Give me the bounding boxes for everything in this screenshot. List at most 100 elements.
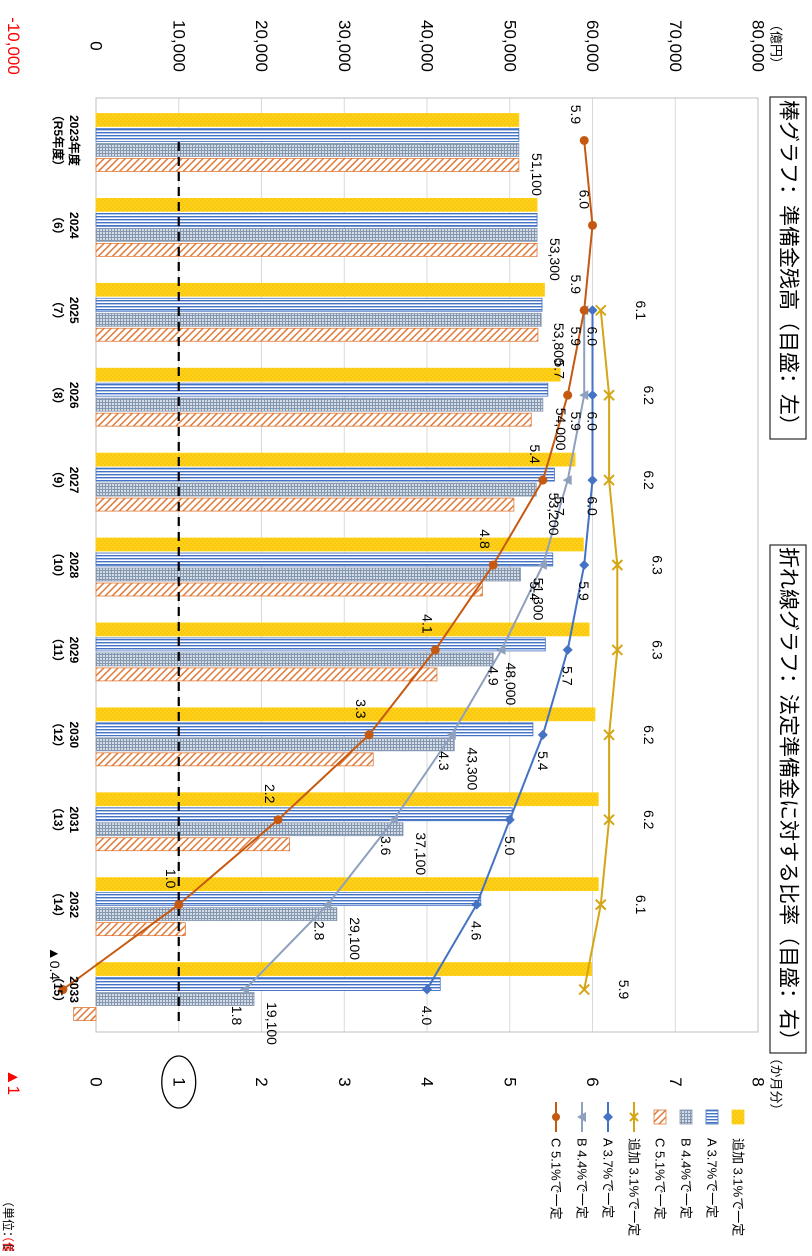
subcategory-label-6: （11） <box>51 632 66 669</box>
marker-a-3 <box>587 390 598 401</box>
marker-a-10 <box>422 984 432 995</box>
line-label-3-10: ▲0.4 <box>47 947 63 981</box>
marker-c-7 <box>364 730 374 740</box>
left-tick-0: -10,000 <box>4 17 23 75</box>
line-label-0-6: 6.3 <box>649 640 665 660</box>
left-tick-9: 80,000 <box>749 20 768 72</box>
line-label-0-5: 6.3 <box>649 555 665 575</box>
line-label-2-3: 5.9 <box>568 411 584 431</box>
bar-label-2: 53,800 <box>551 323 567 366</box>
bar-3-0 <box>95 158 520 172</box>
line-label-0-10: 5.9 <box>616 980 632 1000</box>
axes-layer: -10,000 0 10,000 20,000 30,000 40,000 50,000 60… <box>1 17 784 1256</box>
marker-x-4 <box>603 474 615 486</box>
legend-swatch-3 <box>653 1109 667 1125</box>
bar-1-0 <box>95 128 520 142</box>
bar-2-6 <box>95 652 494 667</box>
line-label-1-5: 5.9 <box>576 581 592 601</box>
category-label-3: 2026 <box>67 382 81 409</box>
marker-c-8 <box>273 815 283 825</box>
marker-x-9 <box>595 898 607 911</box>
marker-c-10 <box>58 985 68 995</box>
line-label-3-2: 5.9 <box>568 275 584 295</box>
bar-3-6 <box>95 667 438 682</box>
legend-label-7: C 5.1%で一定 <box>549 1138 564 1220</box>
marker-b-5 <box>537 560 547 570</box>
marker-a-7 <box>537 729 548 740</box>
bar-2-1 <box>95 227 538 242</box>
bar-0-0 <box>95 113 520 127</box>
marker-b-6 <box>496 644 506 655</box>
right-tick-3: 2 <box>252 1077 271 1086</box>
bar-0-5 <box>95 537 584 552</box>
bar-0-1 <box>95 197 538 212</box>
bar-label-3: 54,000 <box>553 408 569 451</box>
line-label-2-5: 5.4 <box>527 581 543 601</box>
line-label-2-4: 5.7 <box>552 496 568 516</box>
subcategory-label-3: （8） <box>51 380 66 411</box>
bar-0-7 <box>95 707 596 722</box>
marker-c-3 <box>563 390 573 400</box>
bar-3-2 <box>95 327 539 342</box>
legend-label-0: 追加 3.1%で一定 <box>731 1138 746 1236</box>
marker-x-6 <box>611 644 624 656</box>
bar-label-7: 43,300 <box>464 747 480 790</box>
bar-label-9: 29,100 <box>347 917 363 960</box>
marker-x-8 <box>603 814 615 826</box>
line-label-2-2: 5.9 <box>568 327 584 347</box>
line-label-1-9: 4.6 <box>469 921 485 941</box>
bar-title-box <box>769 96 807 440</box>
right-tick-8: 7 <box>666 1077 685 1086</box>
right-tick-1: 0 <box>87 1077 106 1086</box>
subcategory-label-8: （13） <box>51 801 66 838</box>
marker-x-10 <box>578 983 590 996</box>
bar-1-9 <box>95 892 482 907</box>
bar-1-1 <box>95 212 538 227</box>
left-tick-4: 30,000 <box>335 20 354 72</box>
bars-layer <box>73 113 599 1021</box>
line-label-1-6: 5.7 <box>560 666 576 686</box>
marker-c-9 <box>174 900 184 910</box>
bar-3-5 <box>95 582 483 597</box>
bar-1-6 <box>95 637 546 652</box>
subcategory-label-9: （14） <box>51 886 66 923</box>
bar-1-7 <box>95 722 534 737</box>
line-title: 折れ線グラフ：法定準備金に対する比率（目盛：右） <box>777 547 800 1051</box>
category-label-8: 2031 <box>67 806 81 833</box>
bar-1-4 <box>95 467 555 482</box>
marker-c-4 <box>538 475 548 485</box>
line-label-1-7: 5.4 <box>535 751 551 771</box>
left-tick-6: 50,000 <box>500 20 519 72</box>
bar-2-8 <box>95 822 404 837</box>
marker-b-9 <box>322 899 332 910</box>
line-label-2-6: 4.9 <box>485 666 501 686</box>
line-label-1-4: 6.0 <box>585 496 601 516</box>
bar-3-4 <box>95 497 515 512</box>
right-tick-4: 3 <box>335 1077 354 1086</box>
bar-label-4: 53,200 <box>546 493 562 536</box>
line-label-1-2: 6.0 <box>585 327 601 347</box>
right-tick-7: 6 <box>583 1077 602 1086</box>
subcategory-label-2: （7） <box>51 295 66 326</box>
legend-swatch-2 <box>679 1109 693 1125</box>
left-tick-8: 70,000 <box>666 20 685 72</box>
bar-label-1: 53,300 <box>547 238 563 281</box>
category-label-5: 2028 <box>67 552 81 579</box>
left-tick-2: 10,000 <box>169 20 188 72</box>
right-tick-6: 5 <box>500 1077 519 1086</box>
marker-b-7 <box>446 729 456 740</box>
category-label-7: 2030 <box>67 721 81 748</box>
line-label-0-3: 6.2 <box>641 385 657 405</box>
bar-title: 棒グラフ：準備金残高（目盛：左） <box>777 100 800 436</box>
left-tick-1: 0 <box>87 41 106 50</box>
line-label-3-7: 3.3 <box>353 699 369 719</box>
legend-swatch-1 <box>705 1109 719 1125</box>
bar-3-3 <box>95 412 532 427</box>
legend-label-2: B 4.4%で一定 <box>679 1138 694 1219</box>
left-footnote: （億円） <box>1 1230 15 1251</box>
left-tick-7: 60,000 <box>583 20 602 72</box>
bar-2-0 <box>95 143 520 157</box>
category-label-4: 2027 <box>67 467 81 494</box>
